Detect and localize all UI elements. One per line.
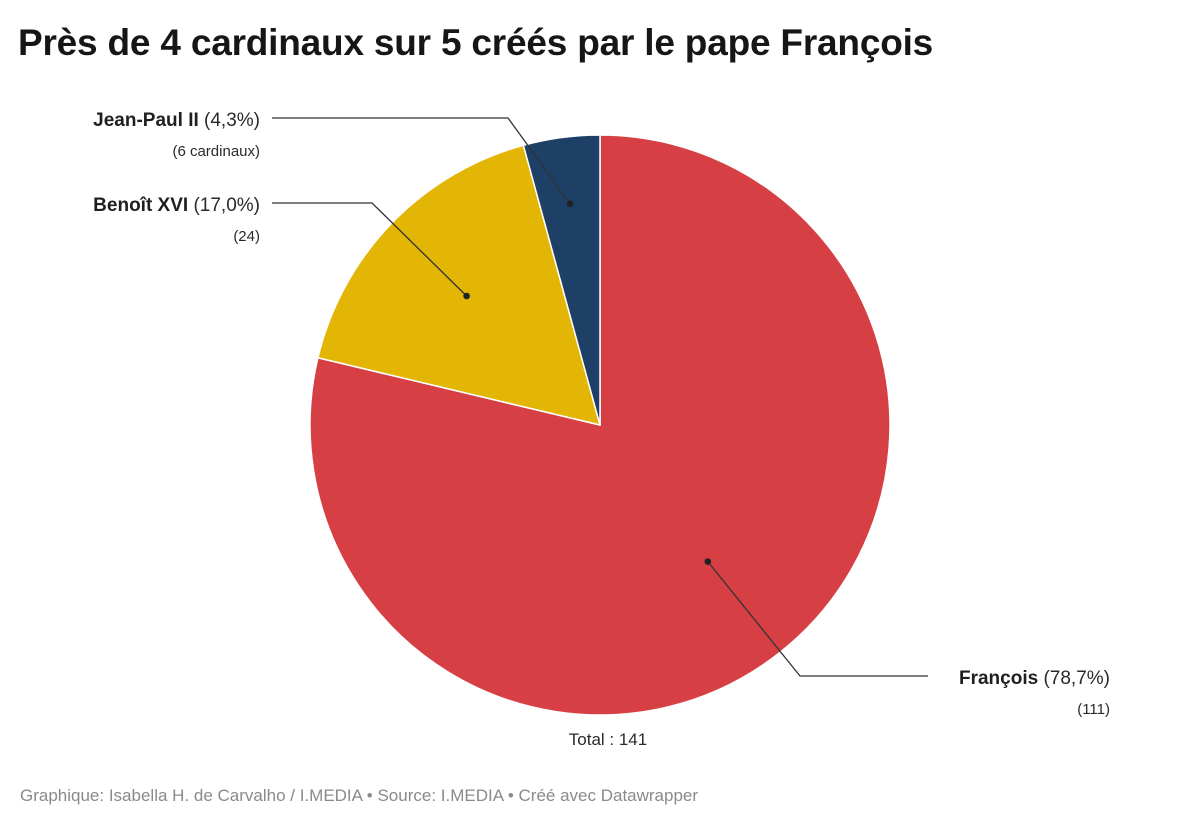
leader-line-francois <box>707 561 928 677</box>
slice-name-jean-paul-ii: Jean-Paul II <box>93 110 204 131</box>
pie-slices <box>309 134 891 716</box>
leader-lines <box>272 117 928 677</box>
total-label: Total : 141 <box>569 730 647 749</box>
chart-title: Près de 4 cardinaux sur 5 créés par le p… <box>18 22 934 63</box>
slice-count-francois: (111) <box>1077 701 1110 718</box>
pie-slice-jean-paul-ii <box>522 134 601 426</box>
leader-line-jean-paul-ii <box>272 117 571 205</box>
slice-percent-jean-paul-ii: (4,3%) <box>204 110 260 131</box>
leader-line-benoit-xvi <box>272 202 468 297</box>
slice-count-benoit-xvi: (24) <box>233 228 260 245</box>
slice-name-francois: François <box>959 668 1043 689</box>
slice-label-jean-paul-ii: Jean-Paul II (4,3%) <box>93 110 260 131</box>
slice-count-jean-paul-ii: (6 cardinaux) <box>172 143 260 160</box>
footer-credits: Graphique: Isabella H. de Carvalho / I.M… <box>20 786 699 805</box>
slice-name-benoit-xvi: Benoît XVI <box>93 195 193 216</box>
leader-dot-jean-paul-ii <box>566 200 574 207</box>
leader-dot-benoit-xvi <box>463 292 470 300</box>
leader-dot-francois <box>704 558 712 565</box>
slice-label-francois: François (78,7%) <box>959 668 1110 689</box>
pie-slice-francois <box>309 134 891 716</box>
pie-slice-benoit-xvi <box>317 144 601 426</box>
slice-labels: François (78,7%)(111)Benoît XVI (17,0%)(… <box>93 110 1110 718</box>
slice-label-benoit-xvi: Benoît XVI (17,0%) <box>93 195 260 216</box>
slice-percent-benoit-xvi: (17,0%) <box>193 195 260 216</box>
slice-percent-francois: (78,7%) <box>1043 668 1110 689</box>
